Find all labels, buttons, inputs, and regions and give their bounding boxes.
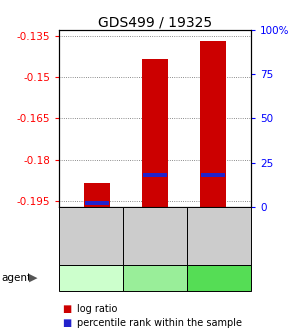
Text: GSM8760: GSM8760: [214, 211, 224, 261]
Text: GSM8750: GSM8750: [86, 211, 96, 261]
Bar: [200, 41, 226, 207]
Text: percentile rank within the sample: percentile rank within the sample: [77, 318, 242, 328]
Text: log ratio: log ratio: [77, 304, 117, 314]
Text: ■: ■: [62, 304, 72, 314]
Bar: [143, 173, 167, 177]
Text: ▶: ▶: [29, 273, 38, 283]
Title: GDS499 / 19325: GDS499 / 19325: [98, 15, 212, 29]
Text: GSM8755: GSM8755: [150, 211, 160, 261]
Text: IL4: IL4: [210, 271, 228, 285]
Text: ■: ■: [62, 318, 72, 328]
Text: TNFa: TNFa: [141, 271, 170, 285]
Text: IFNg: IFNg: [78, 271, 104, 285]
Bar: [85, 201, 109, 205]
Bar: [84, 183, 110, 207]
Bar: [201, 173, 225, 177]
Text: agent: agent: [1, 273, 32, 283]
Bar: [142, 59, 168, 207]
